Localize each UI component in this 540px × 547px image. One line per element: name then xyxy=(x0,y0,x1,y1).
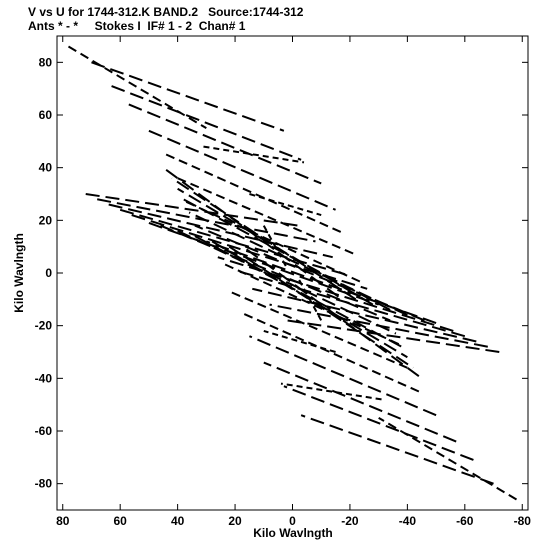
x-tick-label: -40 xyxy=(399,514,417,528)
uv-track xyxy=(252,287,477,343)
x-tick-label: 80 xyxy=(56,514,70,528)
uv-track xyxy=(185,200,365,285)
uv-track xyxy=(165,153,345,235)
uv-track xyxy=(111,85,302,161)
uv-track xyxy=(108,203,333,259)
y-tick-label: 20 xyxy=(39,213,53,227)
uv-track xyxy=(228,290,408,369)
x-tick-label: 40 xyxy=(171,514,185,528)
y-axis-label: Kilo Wavlngth xyxy=(12,233,26,313)
uv-track xyxy=(85,193,299,227)
uv-track xyxy=(67,45,207,130)
uv-track xyxy=(220,261,400,346)
uv-track xyxy=(280,382,382,401)
uv-track xyxy=(262,225,288,269)
y-tick-label: 80 xyxy=(39,55,53,69)
y-tick-label: -60 xyxy=(35,424,53,438)
uv-track xyxy=(91,61,285,132)
uv-track xyxy=(240,311,420,393)
x-tick-label: 60 xyxy=(114,514,128,528)
uv-track xyxy=(228,245,414,369)
uv-track xyxy=(297,277,323,321)
uv-track xyxy=(249,335,437,417)
uv-track xyxy=(269,303,488,348)
x-tick-label: 20 xyxy=(228,514,242,528)
uv-track xyxy=(148,129,336,211)
x-axis: 80 60 40 20 0 -20 -40 -60 -80 xyxy=(56,36,531,528)
uv-track xyxy=(378,416,518,501)
uv-track xyxy=(300,414,494,485)
x-tick-label: -80 xyxy=(514,514,532,528)
y-tick-label: 40 xyxy=(39,161,53,175)
uv-tracks xyxy=(67,45,518,501)
uv-track xyxy=(171,177,357,301)
uv-track xyxy=(286,319,500,353)
plot-subtitle: Ants * - * Stokes I IF# 1 - 2 Chan# 1 xyxy=(28,19,246,33)
uv-track xyxy=(177,177,357,256)
uv-track xyxy=(249,193,322,217)
y-tick-label: 60 xyxy=(39,108,53,122)
plot-title: V vs U for 1744-312.K BAND.2 Source:1744… xyxy=(28,5,304,19)
uv-track xyxy=(263,329,336,353)
x-tick-label: -20 xyxy=(341,514,359,528)
x-axis-label: Kilo Wavlngth xyxy=(253,526,333,540)
y-axis: 80 60 40 20 0 -20 -40 -60 -80 xyxy=(35,55,528,491)
y-tick-label: 0 xyxy=(45,266,52,280)
uv-track xyxy=(283,385,474,461)
y-tick-label: -80 xyxy=(35,477,53,491)
x-tick-label: 0 xyxy=(289,514,296,528)
uv-track xyxy=(177,229,397,335)
y-tick-label: -40 xyxy=(35,371,53,385)
uv-track xyxy=(128,103,322,185)
y-tick-label: -20 xyxy=(35,319,53,333)
x-tick-label: -60 xyxy=(456,514,474,528)
uv-track xyxy=(263,361,457,443)
uv-track xyxy=(162,166,340,298)
uv-track xyxy=(203,145,305,164)
uv-track xyxy=(188,211,408,317)
